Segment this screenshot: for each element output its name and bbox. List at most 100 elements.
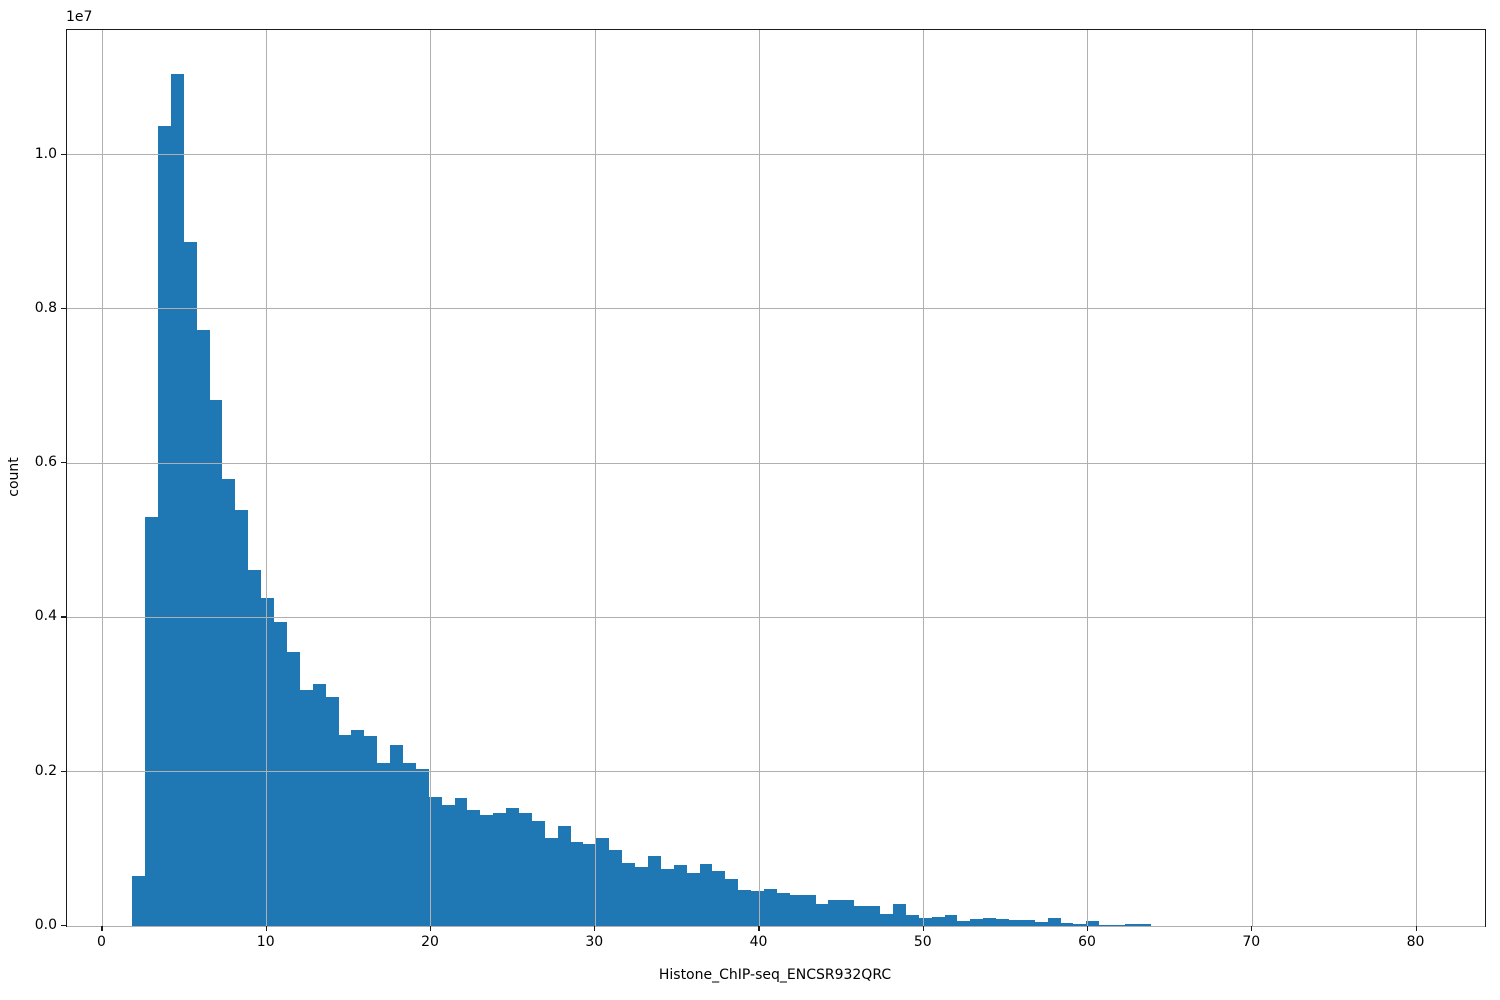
histogram-bar: [261, 598, 275, 926]
x-tick-mark: [1415, 926, 1417, 931]
histogram-bar: [248, 570, 262, 926]
histogram-bar: [364, 736, 378, 926]
histogram-bar: [1086, 921, 1100, 926]
histogram-bar: [454, 797, 468, 926]
x-tick-mark: [429, 926, 432, 931]
histogram-bar: [802, 895, 816, 926]
histogram-bar: [235, 510, 249, 926]
histogram-bar: [1060, 923, 1074, 926]
x-tick-mark: [758, 926, 760, 931]
histogram-bar: [660, 868, 674, 926]
histogram-bar: [196, 330, 210, 926]
histogram-bar: [996, 919, 1009, 926]
histogram-bar: [764, 888, 777, 926]
histogram-bar: [1073, 924, 1087, 926]
y-tick-label: 0.2: [34, 762, 57, 779]
histogram-bar: [957, 921, 971, 926]
y-tick-label: 1.0: [34, 145, 57, 162]
gridline-vertical: [923, 30, 925, 926]
histogram-bar: [325, 696, 339, 926]
histogram-bar: [274, 622, 287, 926]
gridline-horizontal: [67, 771, 1485, 773]
histogram-bar: [1021, 919, 1035, 926]
y-tick-label: 0.0: [34, 917, 57, 933]
histogram-bar: [480, 814, 494, 926]
histogram-bar: [635, 866, 648, 926]
x-tick-label: 70: [1242, 934, 1261, 950]
histogram-bar: [441, 804, 455, 926]
gridline-vertical: [101, 30, 103, 926]
gridline-vertical: [266, 30, 268, 926]
histogram-bar: [145, 517, 158, 926]
plot-area: [66, 29, 1486, 927]
x-tick-label: 50: [913, 934, 932, 950]
gridline-vertical: [758, 30, 760, 926]
histogram-bar: [506, 807, 520, 926]
histogram-bar: [931, 916, 945, 926]
y-tick-mark: [61, 462, 66, 464]
y-tick-label: 0.8: [34, 299, 57, 316]
x-tick-mark: [1251, 926, 1253, 931]
y-tick-mark: [61, 307, 66, 309]
histogram-bar: [338, 734, 352, 926]
y-axis-label: count: [6, 457, 22, 497]
bars-layer: [67, 30, 1485, 926]
x-axis-label: Histone_ChIP-seq_ENCSR932QRC: [658, 967, 892, 983]
histogram-bar: [377, 763, 391, 926]
histogram-bar: [183, 241, 197, 926]
histogram-bar: [622, 862, 636, 926]
histogram-bar: [841, 899, 855, 926]
gridline-horizontal: [67, 925, 1485, 927]
gridline-vertical: [594, 30, 596, 926]
histogram-bar: [699, 864, 713, 926]
y-axis-offset-label: 1e7: [66, 9, 93, 25]
x-tick-label: 60: [1078, 934, 1096, 950]
histogram-bar: [428, 797, 442, 926]
histogram-bar: [415, 768, 429, 926]
histogram-bar: [583, 844, 597, 926]
histogram-bar: [157, 125, 171, 926]
histogram-bar: [892, 904, 906, 926]
gridline-horizontal: [67, 462, 1485, 464]
histogram-bar: [531, 821, 545, 926]
histogram-bar: [544, 838, 558, 926]
histogram-bar: [1137, 924, 1151, 926]
histogram-bar: [299, 689, 313, 926]
gridline-vertical: [430, 30, 432, 926]
histogram-bar: [673, 865, 687, 926]
gridline-vertical: [1251, 30, 1253, 926]
histogram-bar: [854, 905, 868, 926]
histogram-bar: [596, 838, 610, 926]
y-tick-label: 0.6: [34, 454, 57, 471]
gridline-horizontal: [67, 308, 1485, 310]
histogram-bar: [312, 683, 326, 926]
x-tick-label: 30: [585, 934, 604, 950]
histogram-bar: [570, 841, 584, 926]
histogram-bar: [970, 919, 984, 926]
histogram-bar: [493, 812, 507, 926]
histogram-bar: [738, 889, 752, 926]
y-tick-mark: [61, 616, 66, 618]
x-tick-label: 0: [97, 934, 106, 950]
x-tick-mark: [1086, 926, 1089, 931]
gridline-horizontal: [67, 154, 1485, 156]
x-tick-label: 80: [1406, 934, 1425, 950]
histogram-bar: [402, 763, 416, 926]
histogram-bar: [467, 810, 481, 926]
histogram-bar: [944, 915, 958, 926]
histogram-bar: [789, 895, 803, 926]
histogram-bar: [170, 74, 184, 926]
histogram-bar: [1034, 922, 1048, 926]
histogram-bar: [828, 899, 842, 926]
histogram-bar: [1047, 918, 1061, 926]
y-tick-mark: [61, 770, 66, 772]
histogram-bar: [751, 891, 764, 926]
y-tick-label: 0.4: [34, 608, 57, 625]
x-tick-mark: [922, 926, 924, 931]
histogram-bar: [815, 903, 829, 926]
histogram-bar: [905, 915, 919, 926]
gridline-vertical: [1087, 30, 1089, 926]
histogram-bar: [286, 652, 300, 926]
histogram-bar: [351, 730, 365, 926]
histogram-bar: [222, 479, 236, 926]
